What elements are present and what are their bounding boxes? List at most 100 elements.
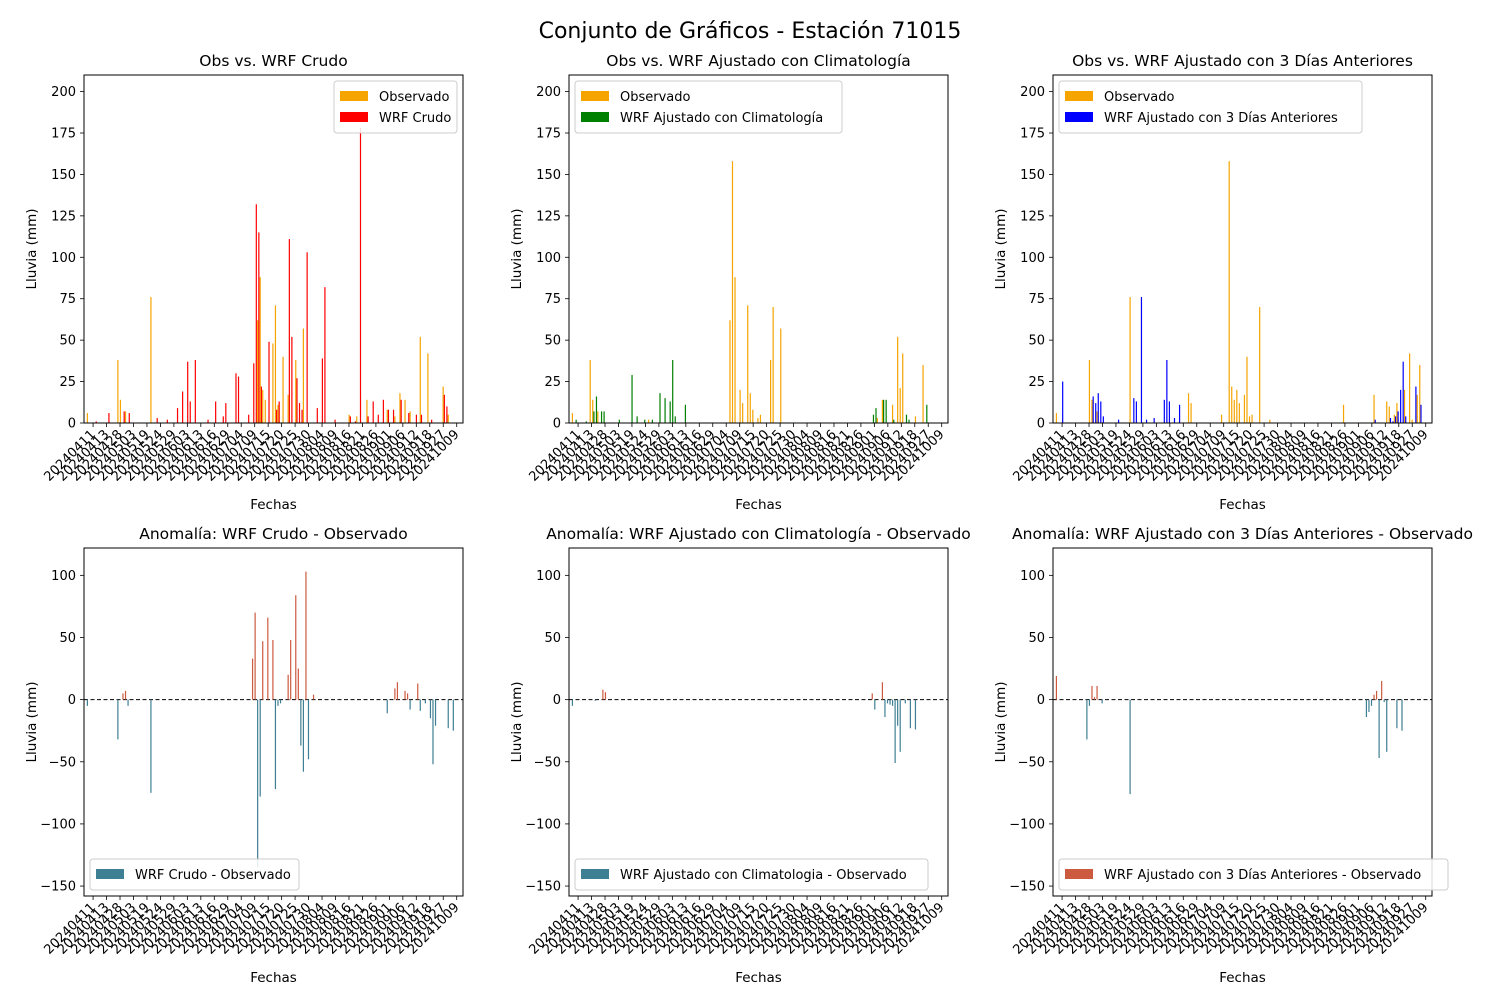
bar-series-0 [307,699,310,760]
bar-series-1 [672,360,674,423]
bar-series-0 [909,699,911,729]
x-axis-label: Fechas [250,970,297,986]
bar-series-0 [251,658,254,700]
bar-series-0 [914,416,917,423]
y-tick-label: 175 [1020,127,1045,142]
y-tick-label: 75 [1028,292,1045,307]
bar-series-1 [156,418,158,423]
bar-series-0 [1381,680,1383,700]
legend-box [574,80,843,134]
y-tick-label: 50 [1028,334,1045,349]
y-tick-label: 0 [68,693,76,708]
bar-series-1 [278,401,280,423]
bar-series-0 [272,639,274,700]
bar-series-0 [739,389,741,423]
bar-series-1 [253,363,255,423]
x-axis-label: Fechas [735,497,782,513]
bar-series-0 [394,688,396,700]
y-axis-label: Lluvia (mm) [24,682,40,763]
legend-swatch [581,91,609,101]
bar-series-0 [592,399,594,423]
bar-series-1 [123,411,125,423]
bar-series-1 [1400,389,1402,423]
bar-series-0 [117,360,119,423]
panel-title: Obs vs. WRF Ajustado con 3 Días Anterior… [1072,52,1413,70]
bar-series-1 [575,419,577,423]
y-tick-label: −50 [49,755,76,770]
chart-panel-4: Anomalía: WRF Crudo - Observado −150 −100 −… [24,525,464,986]
bar-series-0 [1236,389,1238,423]
y-tick-label: −150 [40,880,76,895]
bar-series-0 [1419,365,1421,423]
bar-series-0 [747,305,749,423]
bar-series-0 [274,305,277,423]
bar-series-0 [297,668,299,700]
bar-series-1 [392,409,395,423]
bar-series-0 [571,699,573,706]
bar-series-1 [354,421,357,423]
bar-series-0 [594,699,596,701]
bar-series-0 [396,682,399,700]
bar-series-0 [259,277,261,423]
bar-series-1 [359,128,362,423]
legend-swatch [1065,91,1093,101]
panel-title: Anomalía: WRF Ajustado con 3 Días Anteri… [1012,525,1473,543]
legend-swatch [581,869,609,879]
bar-series-0 [386,409,388,423]
bar-series-0 [348,414,350,423]
bar-series-0 [1187,393,1190,423]
bar-series-0 [1091,399,1093,423]
bar-series-0 [1370,699,1373,706]
bar-series-0 [394,416,396,423]
bar-series-1 [893,419,895,423]
bar-series-0 [589,360,591,423]
bar-series-1 [372,401,374,423]
bar-series-0 [1396,403,1398,423]
bar-series-0 [447,699,449,729]
y-tick-label: 125 [51,209,76,224]
bar-series-1 [600,411,603,423]
bar-series-1 [659,393,661,423]
legend-swatch [340,91,368,101]
bar-series-0 [1129,297,1131,423]
bar-series-0 [366,399,368,423]
bar-series-0 [1373,394,1375,423]
bar-series-1 [182,391,184,423]
bar-series-0 [124,411,127,423]
y-tick-label: 150 [1020,168,1045,183]
bar-series-1 [301,409,303,423]
bar-series-1 [291,336,293,423]
bar-series-0 [881,682,884,700]
bar-series-0 [262,641,264,700]
bar-series-0 [427,353,429,423]
bar-series-1 [674,416,676,423]
bar-series-1 [187,361,189,423]
bar-series-0 [597,411,599,423]
bar-series-1 [618,419,620,423]
bar-series-1 [1062,381,1064,423]
bar-series-1 [1394,416,1397,423]
bar-series-0 [417,683,419,700]
y-axis-label: Lluvia (mm) [993,682,1009,763]
legend-swatch [340,112,368,122]
y-tick-label: 150 [51,168,76,183]
y-tick-label: 50 [59,631,76,646]
bar-series-0 [1055,676,1057,700]
legend-label: WRF Ajustado con Climatología [620,111,823,126]
legend-label: Observado [379,90,450,105]
bar-series-1 [268,341,270,423]
bar-series-0 [302,699,304,772]
y-tick-label: 0 [553,417,561,432]
bar-series-1 [1102,416,1104,423]
bar-series-0 [295,360,297,423]
bar-series-0 [1375,690,1378,700]
y-tick-label: −100 [525,817,561,832]
legend-label: Observado [620,90,691,105]
panel-title: Obs vs. WRF Crudo [199,52,347,70]
bar-series-0 [1243,394,1246,423]
bar-series-0 [300,699,302,746]
y-tick-label: 100 [51,569,76,584]
bar-series-0 [897,336,899,423]
bar-series-0 [1393,414,1395,423]
bar-series-0 [409,699,411,710]
